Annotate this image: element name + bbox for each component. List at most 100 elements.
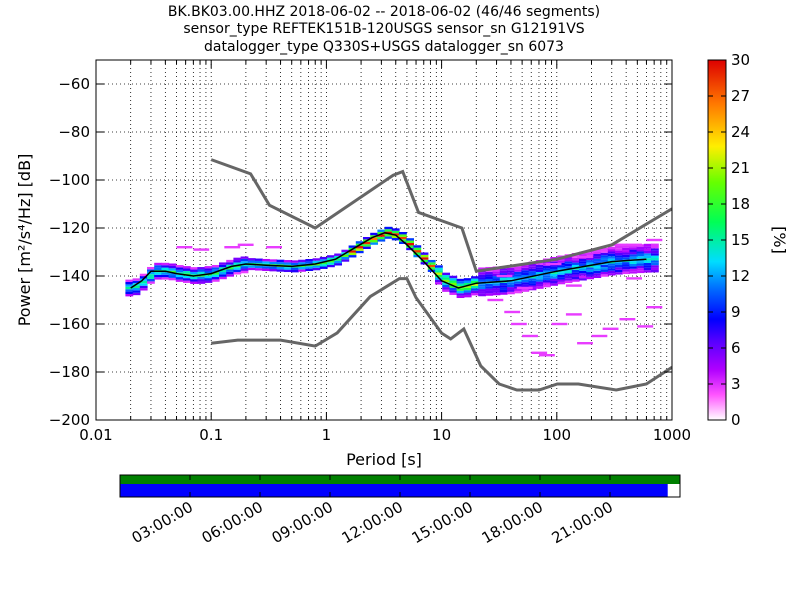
psd-cell [161,272,170,275]
psd-cell [615,250,623,253]
psd-cell [564,266,573,269]
psd-cell [139,276,148,279]
psd-cell [435,272,443,275]
psd-cell [183,278,191,281]
psd-cell [600,259,609,263]
psd-cell [651,267,659,270]
psd-cell-outlier [577,255,593,258]
psd-cell [543,280,551,283]
psd-cell [197,281,206,284]
psd-cell [183,266,191,269]
psd-cell [125,284,134,287]
psd-cell [607,253,616,257]
psd-cell [413,247,422,251]
psd-cell [334,253,343,256]
psd-cell [543,272,551,276]
psd-cell [219,272,227,275]
psd-cell [622,269,631,272]
psd-cell [427,264,436,268]
psd-cell [247,260,256,263]
psd-cell [579,254,587,257]
psd-cell [579,275,587,279]
psd-cell [377,239,386,242]
psd-cell [262,268,271,271]
psd-cell [233,262,242,265]
x-axis: 0.01 0.1 1 10 100 1000 [79,60,691,444]
psd-cell [586,262,595,265]
psd-cell [168,273,177,276]
psd-cell [636,263,645,266]
y-tick-label: −140 [49,267,90,285]
y-tick-label: −100 [49,171,90,189]
psd-cell [406,238,415,241]
psd-cell [643,250,652,254]
psd-cell [456,295,465,299]
psd-cell [161,265,170,268]
psd-cell [528,263,537,267]
psd-cell [550,273,559,277]
psd-cell [600,255,609,258]
psd-cell [463,287,472,291]
psd-cell [219,274,227,277]
psd-cell [154,272,163,275]
psd-cell [492,285,501,289]
psd-cell [535,264,544,268]
psd-cell [586,276,595,280]
psd-cell [283,262,292,265]
psd-cell [507,284,515,288]
psd-cell-outlier [626,277,642,280]
psd-cell [485,286,494,289]
psd-cell [442,272,451,276]
psd-cell [564,275,573,279]
title-line-1: BK.BK03.00.HHZ 2018-06-02 -- 2018-06-02 … [168,4,600,20]
psd-cell [535,262,544,265]
psd-cell [449,292,458,295]
psd-cell [463,294,472,298]
psd-cell-outlier [637,325,654,328]
psd-cell [175,274,184,278]
psd-cell [312,265,321,268]
psd-cell [593,275,602,279]
psd-cell-outlier [626,243,642,246]
psd-cell [147,271,155,275]
psd-cell [305,261,314,264]
psd-cell [499,268,508,271]
x-tick-label: 1 [322,426,332,444]
psd-cell [132,278,141,281]
psd-cell [463,290,472,293]
psd-cell [276,259,285,263]
psd-cell [449,282,458,286]
psd-cell [636,270,645,274]
psd-cell [384,236,393,239]
psd-cell [319,259,328,262]
psd-cell [622,266,631,270]
psd-cell [535,267,544,270]
psd-cell [607,265,616,269]
title-line-2: sensor_type REFTEK151B-120USGS sensor_sn… [183,21,584,37]
psd-cell [420,254,429,258]
psd-cell-outlier [224,246,241,249]
psd-cell [492,290,501,293]
psd-cell [521,289,530,292]
plot-frame [95,59,673,421]
psd-cell [305,268,314,272]
psd-cell [514,276,523,279]
psd-cell [636,249,645,252]
psd-cell [226,274,235,277]
psd-cell [233,269,242,273]
psd-cell [557,260,566,263]
psd-cell [132,280,141,284]
psd-cell [334,258,343,261]
noise-models [130,158,672,392]
psd-cell [442,279,451,283]
psd-cell [643,258,652,261]
psd-cell [147,274,155,277]
psd-cell [564,271,573,274]
psd-cell [615,248,623,251]
psd-cell [384,226,393,230]
psd-cell [622,264,631,267]
psd-cell [607,249,616,252]
psd-cell [535,281,544,284]
psd-cell [550,264,559,267]
colorbar-tick-label: 15 [731,231,750,249]
